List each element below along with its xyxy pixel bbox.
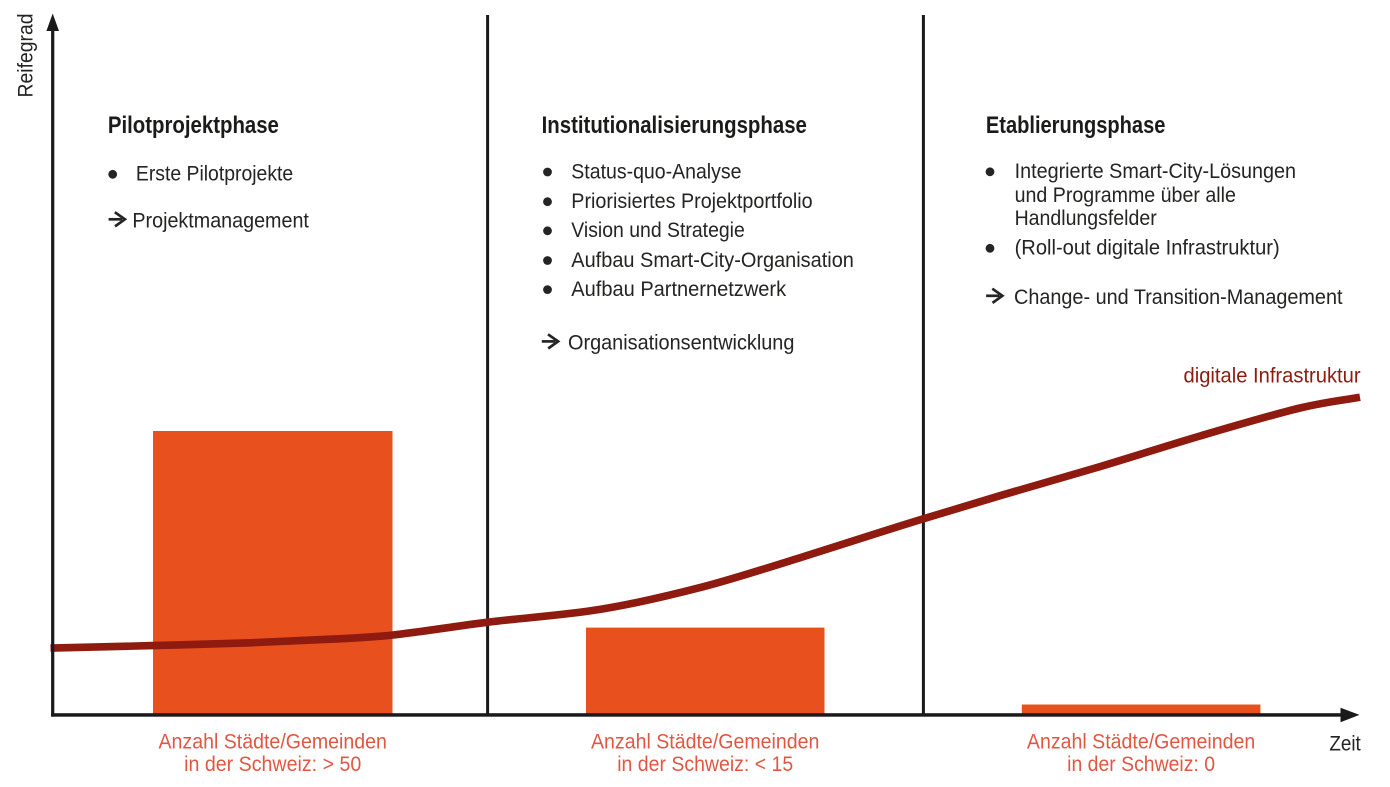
svg-text:Reifegrad: Reifegrad (15, 14, 38, 98)
svg-text:Handlungsfelder: Handlungsfelder (1015, 207, 1157, 230)
svg-text:Change- und Transition-Managem: Change- und Transition-Management (1014, 286, 1343, 309)
svg-text:digitale Infrastruktur: digitale Infrastruktur (1184, 364, 1361, 387)
svg-text:in der Schweiz: < 15: in der Schweiz: < 15 (617, 753, 793, 776)
svg-text:Erste Pilotprojekte: Erste Pilotprojekte (136, 163, 293, 186)
svg-text:Etablierungsphase: Etablierungsphase (986, 112, 1166, 139)
svg-text:Integrierte Smart-City-Lösunge: Integrierte Smart-City-Lösungen (1015, 160, 1296, 183)
svg-text:Zeit: Zeit (1329, 732, 1361, 755)
svg-text:Aufbau Smart-City-Organisation: Aufbau Smart-City-Organisation (571, 249, 854, 272)
svg-text:in der Schweiz: 0: in der Schweiz: 0 (1067, 753, 1215, 776)
svg-text:Anzahl Städte/Gemeinden: Anzahl Städte/Gemeinden (591, 730, 819, 753)
svg-text:Pilotprojektphase: Pilotprojektphase (108, 112, 279, 139)
svg-text:Aufbau Partnernetzwerk: Aufbau Partnernetzwerk (571, 278, 786, 301)
svg-text:(Roll-out digitale Infrastrukt: (Roll-out digitale Infrastruktur) (1015, 237, 1280, 260)
svg-text:Status-quo-Analyse: Status-quo-Analyse (571, 160, 741, 183)
svg-text:und Programme über alle: und Programme über alle (1015, 184, 1236, 207)
svg-text:Vision und Strategie: Vision und Strategie (571, 219, 745, 242)
svg-text:Anzahl Städte/Gemeinden: Anzahl Städte/Gemeinden (1027, 730, 1255, 753)
svg-text:Institutionalisierungsphase: Institutionalisierungsphase (542, 112, 807, 139)
svg-text:Projektmanagement: Projektmanagement (132, 209, 309, 232)
svg-text:Priorisiertes Projektportfolio: Priorisiertes Projektportfolio (571, 190, 812, 213)
svg-text:in der Schweiz: > 50: in der Schweiz: > 50 (184, 753, 361, 776)
svg-text:Anzahl Städte/Gemeinden: Anzahl Städte/Gemeinden (159, 730, 387, 753)
svg-text:Organisationsentwicklung: Organisationsentwicklung (568, 332, 794, 355)
